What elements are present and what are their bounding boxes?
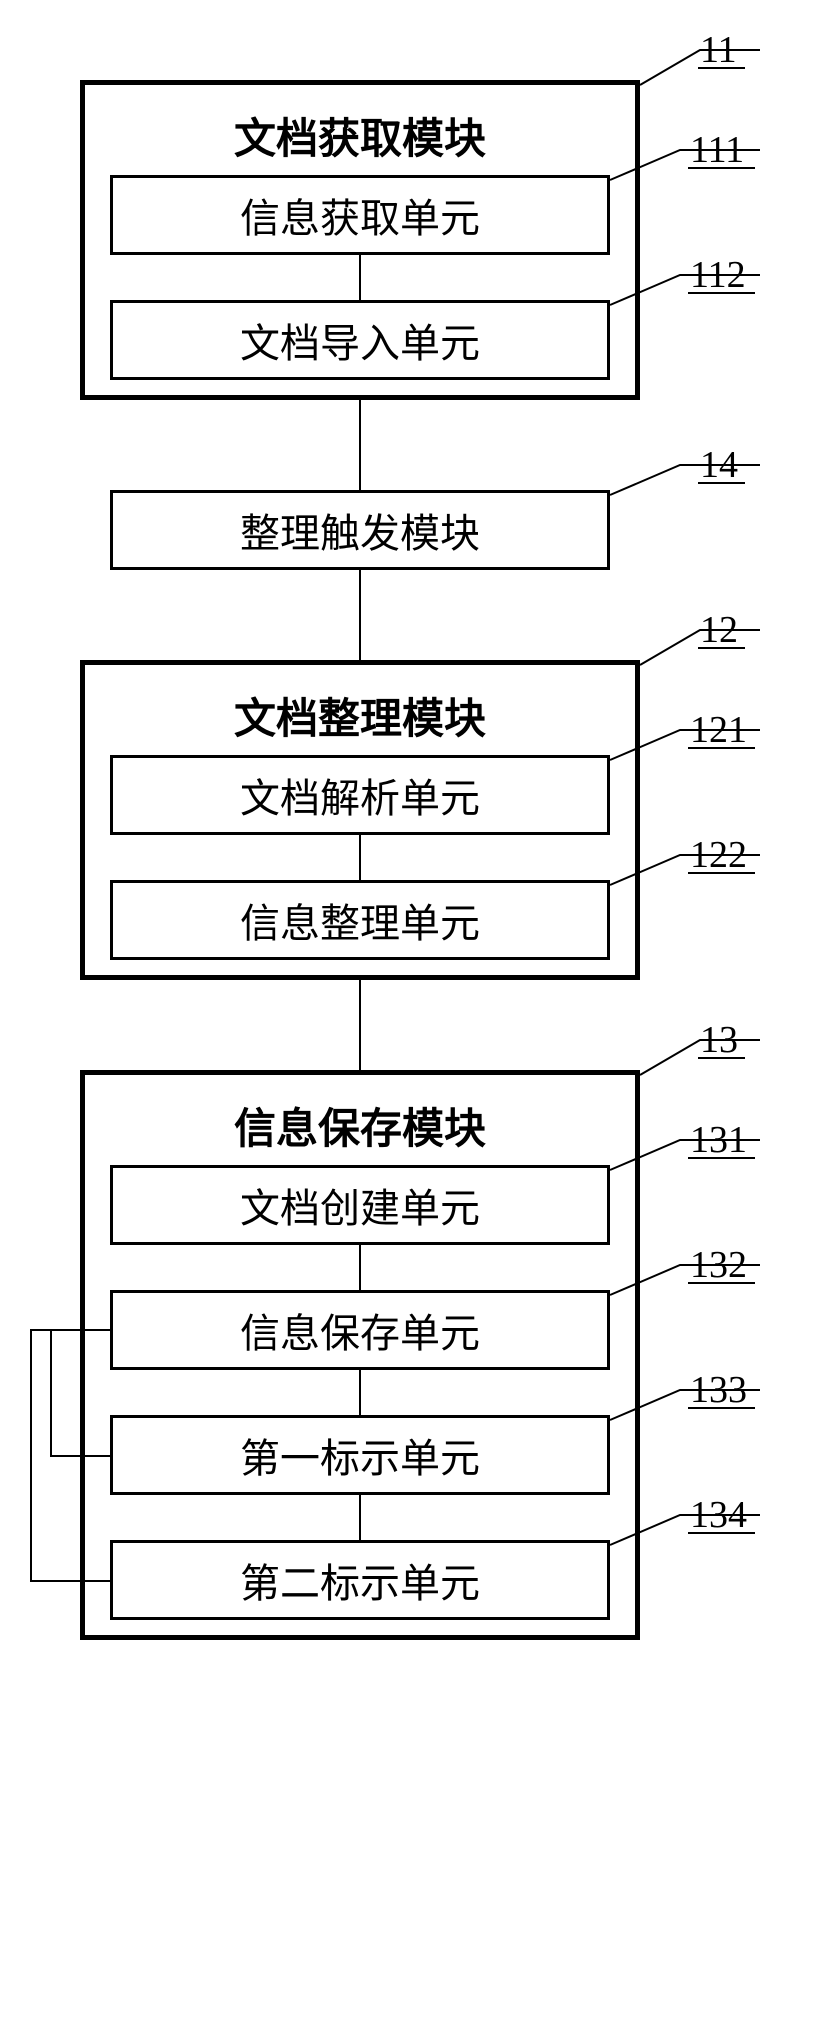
unit-132: 信息保存单元 [110, 1290, 610, 1370]
label-121: 121 [690, 708, 747, 752]
label-13: 13 [700, 1018, 738, 1062]
unit-131-text: 文档创建单元 [240, 1176, 480, 1234]
label-11: 11 [700, 28, 737, 72]
unit-131: 文档创建单元 [110, 1165, 610, 1245]
label-122: 122 [690, 833, 747, 877]
conn-m14-m12 [359, 570, 361, 660]
label-131: 131 [690, 1118, 747, 1162]
conn-m11-m14 [359, 400, 361, 490]
label-133: 133 [690, 1368, 747, 1412]
unit-134-text: 第二标示单元 [240, 1551, 480, 1609]
label-14: 14 [700, 443, 738, 487]
label-12: 12 [700, 608, 738, 652]
label-112: 112 [690, 253, 746, 297]
unit-112-text: 文档导入单元 [240, 311, 480, 369]
bracket-inner-vert [50, 1329, 52, 1455]
unit-111: 信息获取单元 [110, 175, 610, 255]
bracket-outer-top [30, 1329, 110, 1331]
unit-111-text: 信息获取单元 [240, 186, 480, 244]
conn-131-132 [359, 1245, 361, 1290]
bracket-inner-bot [50, 1455, 110, 1457]
conn-133-134 [359, 1495, 361, 1540]
unit-134: 第二标示单元 [110, 1540, 610, 1620]
unit-122: 信息整理单元 [110, 880, 610, 960]
unit-121: 文档解析单元 [110, 755, 610, 835]
unit-122-text: 信息整理单元 [240, 891, 480, 949]
unit-133-text: 第一标示单元 [240, 1426, 480, 1484]
module-13-title: 信息保存模块 [85, 1095, 635, 1156]
unit-121-text: 文档解析单元 [240, 766, 480, 824]
label-111: 111 [690, 128, 744, 172]
unit-133: 第一标示单元 [110, 1415, 610, 1495]
label-134: 134 [690, 1493, 747, 1537]
module-14-title: 整理触发模块 [240, 501, 480, 559]
unit-112: 文档导入单元 [110, 300, 610, 380]
conn-m12-m13 [359, 980, 361, 1070]
conn-121-122 [359, 835, 361, 880]
bracket-outer-bot [30, 1580, 110, 1582]
module-12-title: 文档整理模块 [85, 685, 635, 746]
module-14: 整理触发模块 [110, 490, 610, 570]
label-132: 132 [690, 1243, 747, 1287]
module-11-title: 文档获取模块 [85, 105, 635, 166]
bracket-outer-vert [30, 1329, 32, 1580]
conn-132-133 [359, 1370, 361, 1415]
conn-111-112 [359, 255, 361, 300]
unit-132-text: 信息保存单元 [240, 1301, 480, 1359]
